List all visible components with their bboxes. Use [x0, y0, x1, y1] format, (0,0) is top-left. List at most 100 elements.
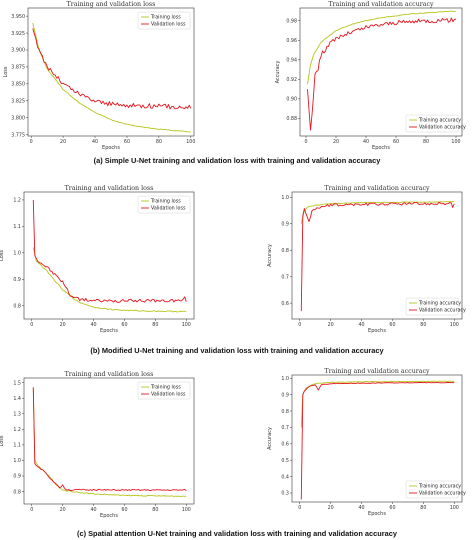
y-tick-label: 0.9: [13, 277, 21, 283]
series-line-training-loss: [32, 247, 187, 313]
chart-b-loss-svg: Training and validation loss 0 20 40 60 80 100…: [0, 185, 195, 334]
chart-a-loss-svg: Training and validation loss 0 20 40 60 80 100…: [3, 1, 195, 151]
chart-title: Training and validation loss: [67, 1, 156, 8]
x-tick-label: 80: [420, 322, 426, 328]
y-tick-label: 0.6: [281, 442, 289, 448]
y-tick-label: 1.0: [13, 251, 21, 257]
x-axis-label: Epochs: [102, 145, 120, 151]
chart-title: Training and validation loss: [65, 185, 154, 192]
x-tick-label: 100: [451, 139, 460, 145]
legend-label: Validation loss: [151, 22, 186, 28]
y-axis-label: Accuracy: [267, 427, 273, 450]
series-line-training-loss: [32, 22, 191, 133]
y-tick-label: 0.96: [286, 38, 297, 44]
chart-title: Training and validation loss: [65, 371, 154, 378]
y-tick-label: 0.5: [281, 458, 289, 464]
series-line-validation-accuracy: [307, 17, 457, 131]
y-tick-label: 1.2: [13, 198, 21, 204]
x-tick-label: 100: [186, 139, 195, 145]
plot-frame: [23, 377, 195, 505]
x-tick-label: 0: [30, 507, 33, 513]
x-tick-label: 60: [393, 139, 399, 145]
legend-label: Training accuracy: [418, 118, 461, 124]
y-axis-label: Loss: [0, 250, 5, 261]
y-tick-label: 3.900: [11, 48, 25, 54]
y-tick-label: 3.800: [11, 115, 25, 121]
x-tick-label: 0: [298, 322, 301, 328]
y-tick-label: 0.9: [13, 474, 21, 480]
series-line-training-accuracy: [307, 10, 457, 85]
caption-b: (b) Modified U-Net training and validati…: [90, 346, 384, 355]
x-tick-label: 60: [389, 505, 395, 511]
x-tick-label: 20: [60, 139, 66, 145]
plot-frame: [291, 374, 463, 503]
legend-label: Training accuracy: [418, 301, 461, 307]
x-tick-label: 60: [121, 322, 127, 328]
x-tick-label: 80: [152, 322, 158, 328]
legend-box: [137, 195, 191, 214]
legend-box: [405, 297, 459, 316]
legend-box: [405, 114, 459, 133]
y-tick-label: 1.2: [13, 427, 21, 433]
legend-box: [405, 480, 459, 499]
series-line-validation-loss: [32, 387, 187, 492]
plot-frame: [27, 7, 195, 137]
series-line-validation-loss: [32, 28, 192, 110]
legend-label: Training loss: [150, 199, 181, 205]
chart-c-acc-svg: Training and validation accuracy 0 20 40 60 8…: [267, 368, 466, 517]
y-tick-label: 0.6: [281, 301, 289, 307]
chart-title: Training and validation accuracy: [324, 185, 430, 192]
x-tick-label: 40: [363, 139, 369, 145]
series-line-validation-loss: [32, 199, 187, 303]
y-tick-label: 3.825: [11, 98, 25, 104]
y-tick-label: 1.4: [13, 396, 21, 402]
x-tick-label: 80: [423, 139, 429, 145]
x-tick-label: 0: [30, 322, 33, 328]
y-tick-label: 0.94: [286, 57, 297, 63]
chart-b-loss: Training and validation loss 0 20 40 60 80 100…: [0, 183, 200, 335]
chart-c-loss-svg: Training and validation loss 0 20 40 60 80 100…: [0, 371, 195, 519]
x-tick-label: 20: [328, 322, 334, 328]
x-tick-label: 60: [389, 322, 395, 328]
chart-b-acc: Training and validation accuracy 0 20 40 60 8…: [264, 183, 466, 335]
y-tick-label: 0.8: [13, 489, 21, 495]
x-tick-label: 40: [92, 139, 98, 145]
legend-label: Training loss: [150, 385, 181, 391]
x-tick-label: 40: [358, 505, 364, 511]
x-tick-label: 40: [90, 507, 96, 513]
chart-a-acc: Training and validation accuracy 0 20 40 60 8…: [264, 0, 466, 152]
legend-label: Validation accuracy: [419, 491, 466, 497]
y-tick-label: 0.92: [286, 77, 297, 83]
x-tick-label: 100: [450, 505, 459, 511]
x-axis-label: Epochs: [368, 511, 386, 517]
x-tick-label: 20: [333, 139, 339, 145]
legend-label: Validation accuracy: [419, 308, 466, 314]
y-tick-label: 1.1: [13, 443, 21, 449]
x-tick-label: 20: [60, 322, 66, 328]
chart-c-acc: Training and validation accuracy 0 20 40 60 8…: [264, 368, 466, 526]
x-tick-label: 80: [156, 139, 162, 145]
y-axis-label: Loss: [0, 435, 5, 446]
y-tick-label: 0.88: [286, 116, 297, 122]
y-tick-label: 0.8: [281, 409, 289, 415]
y-tick-label: 1.1: [13, 224, 21, 230]
y-tick-label: 3.850: [11, 82, 25, 88]
x-tick-label: 40: [90, 322, 96, 328]
y-axis-label: Loss: [3, 66, 9, 77]
y-tick-label: 0.98: [286, 18, 297, 24]
y-tick-label: 0.4: [281, 474, 289, 480]
y-tick-label: 1.5: [13, 380, 21, 386]
y-tick-label: 3.950: [11, 14, 25, 20]
x-tick-label: 60: [124, 139, 130, 145]
x-tick-label: 60: [121, 507, 127, 513]
chart-title: Training and validation accuracy: [324, 368, 430, 375]
legend-label: Validation loss: [151, 392, 186, 398]
chart-c-loss: Training and validation loss 0 20 40 60 80 100…: [0, 368, 200, 526]
y-tick-label: 1.3: [13, 411, 21, 417]
caption-a: (a) Simple U-Net training and validation…: [93, 156, 381, 165]
y-tick-label: 0.3: [281, 491, 289, 497]
chart-a-loss: Training and validation loss 0 20 40 60 80 100…: [0, 0, 200, 152]
y-tick-label: 0.7: [281, 274, 289, 280]
legend-box: [137, 381, 191, 400]
series-line-training-accuracy: [300, 201, 455, 224]
